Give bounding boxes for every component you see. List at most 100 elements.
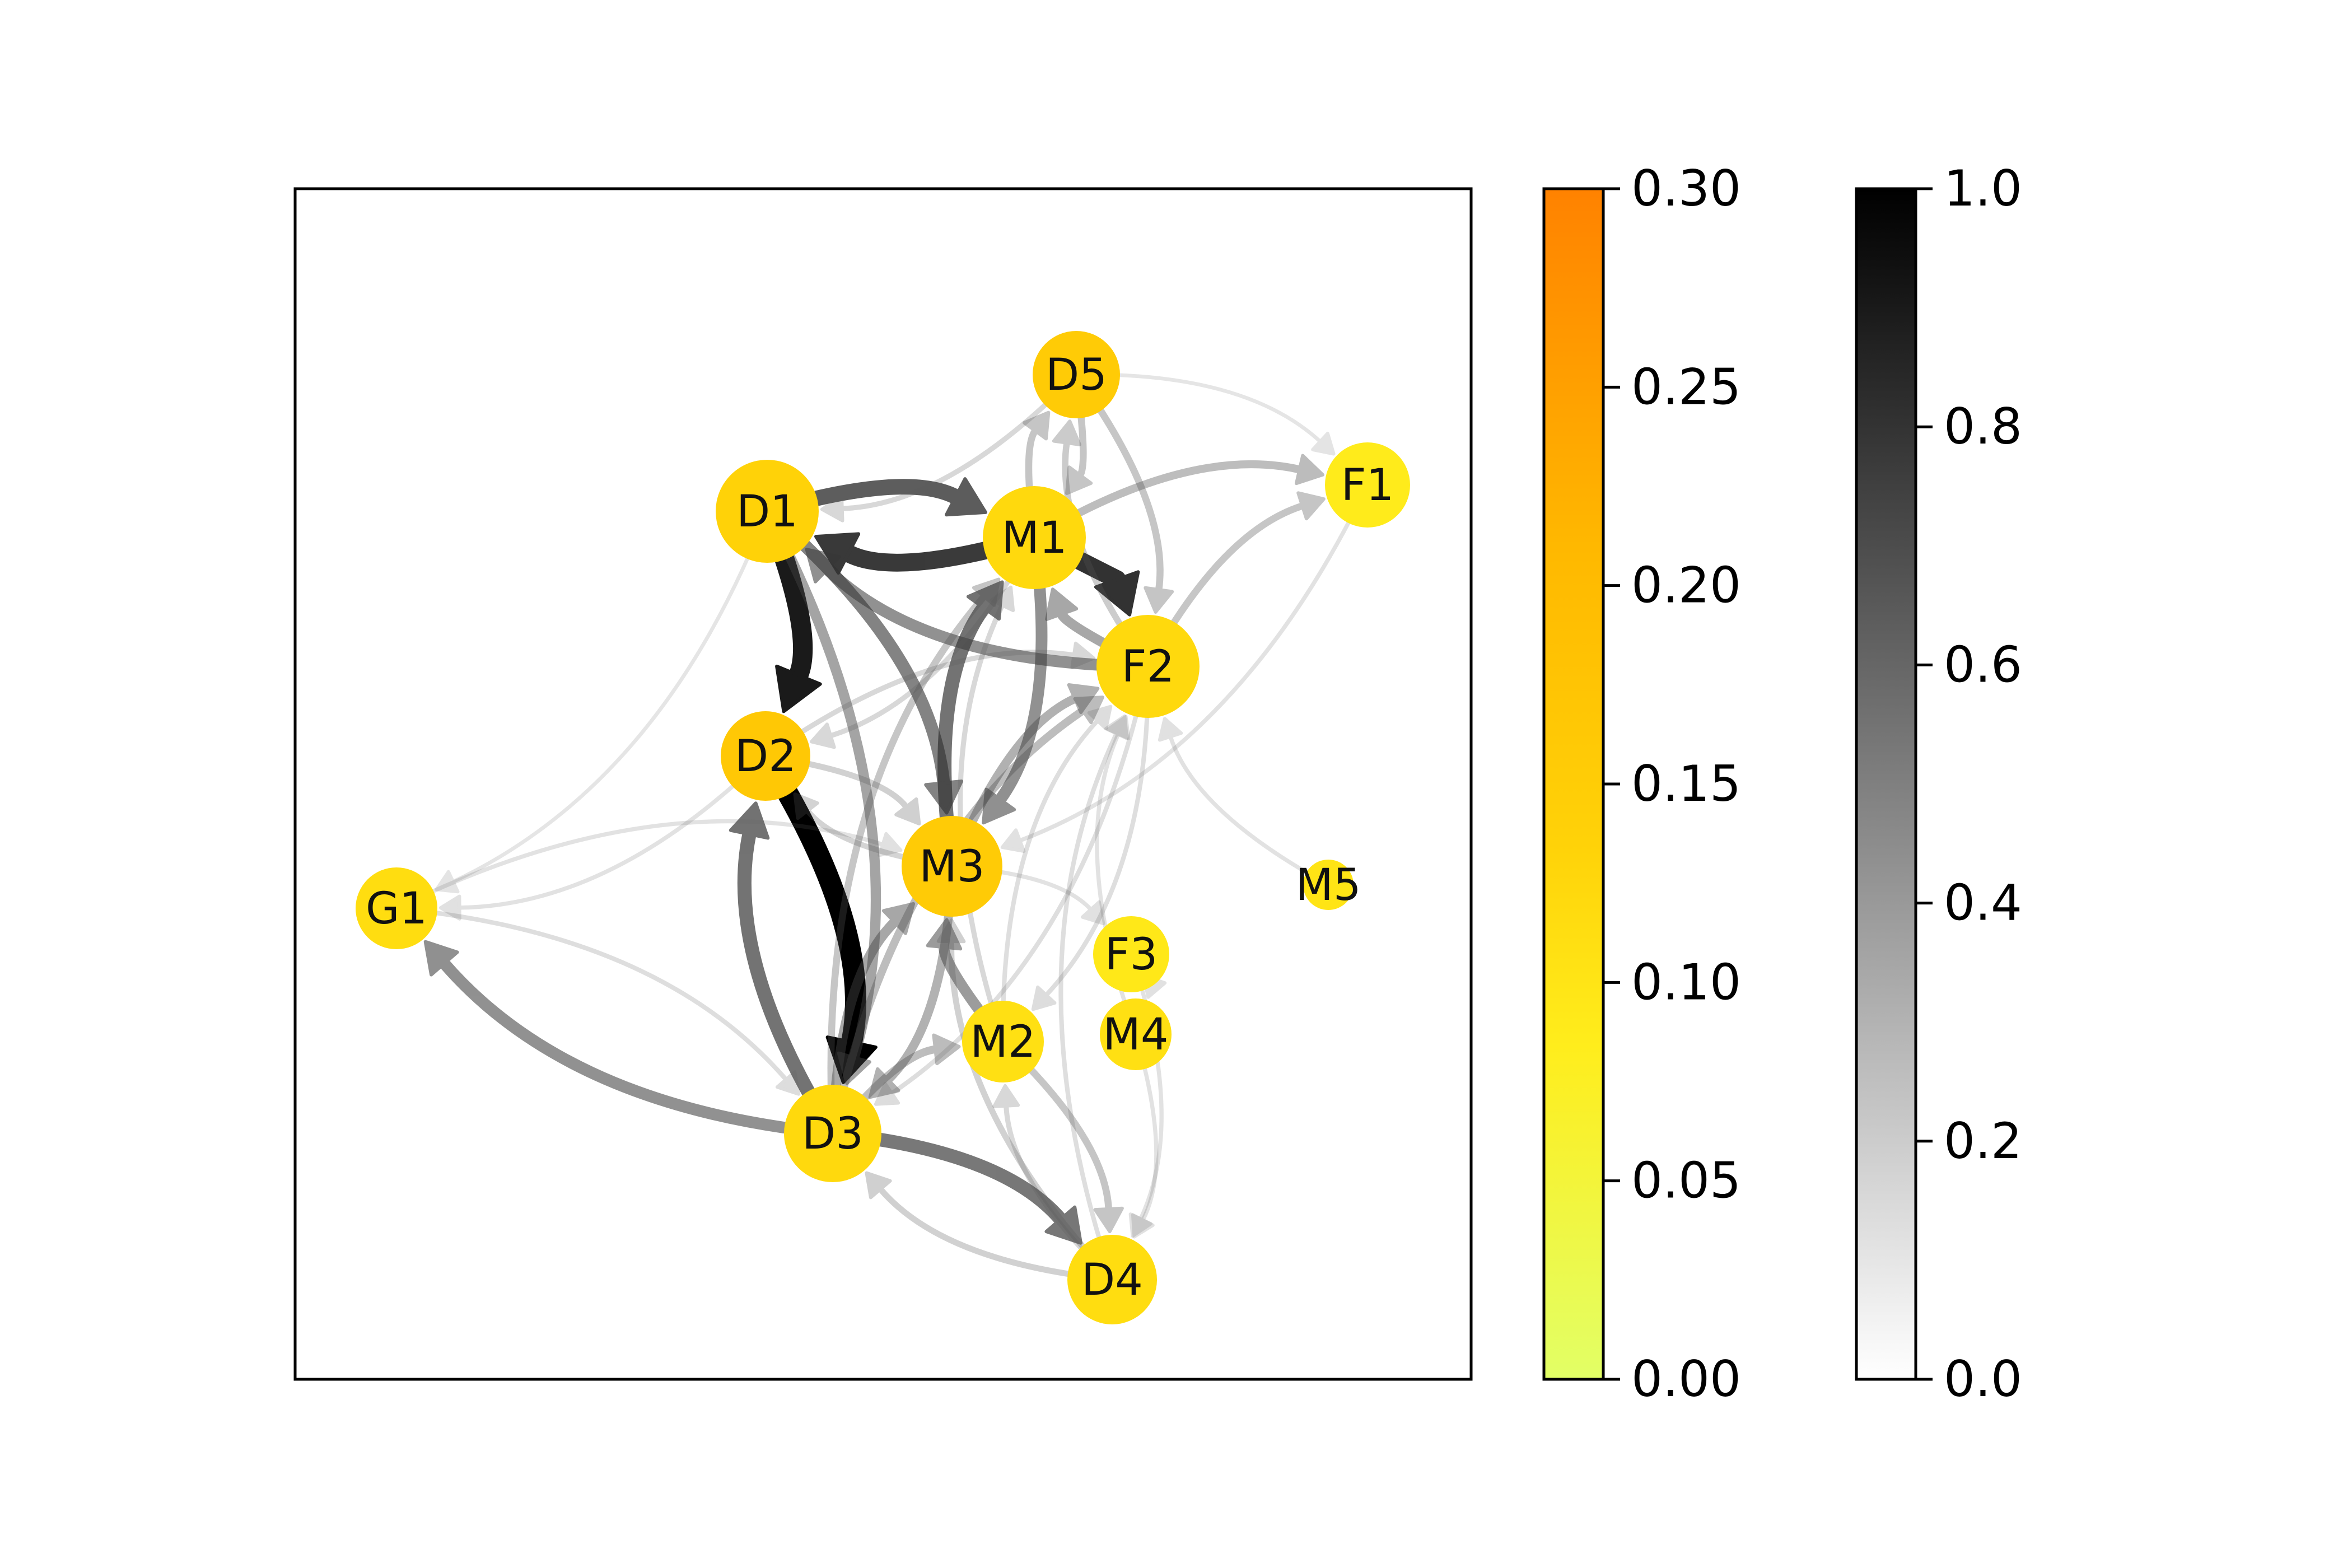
edge-F3-D4	[1128, 952, 1164, 1238]
node-M3: M3	[902, 816, 1002, 917]
node-colorbar-tick-label: 0.20	[1631, 557, 1741, 614]
edge-arrowhead	[1031, 985, 1057, 1011]
edge-arrowhead	[1296, 491, 1326, 521]
edge-F1-M3	[1000, 483, 1370, 853]
edge-arrowhead	[1073, 696, 1104, 724]
edge-arrowhead	[435, 870, 460, 894]
edge-line	[1058, 731, 1119, 1282]
edge-arrowhead	[1311, 431, 1336, 456]
node-label: D3	[802, 1109, 864, 1159]
node-F3: F3	[1093, 916, 1169, 992]
edge-colorbar-tick-label: 1.0	[1944, 160, 2022, 217]
edge-colorbar-tick-label: 0.4	[1944, 874, 2022, 932]
edge-M2-F2	[1000, 704, 1113, 1044]
node-D3: D3	[784, 1085, 881, 1182]
node-label: M2	[970, 1017, 1036, 1067]
node-label: M4	[1103, 1010, 1169, 1060]
edge-arrowhead	[1045, 587, 1079, 621]
edge-line	[1168, 734, 1331, 887]
node-G1: G1	[356, 867, 437, 949]
edge-arrowhead	[1093, 1206, 1124, 1234]
edge-M5-F2	[1158, 717, 1331, 887]
network-plot-area: D5 F1 D1 M1 F2 D2 M3 M5 G1 F3 M4 M2 D3 D4	[293, 187, 1473, 1381]
edge-arrowhead	[992, 1084, 1020, 1108]
edge-D2-F2	[763, 641, 1096, 759]
edge-D5-F1	[1074, 372, 1336, 456]
edge-arrowhead	[1128, 1212, 1153, 1238]
edge-arrowhead	[1144, 586, 1174, 614]
edge-arrowhead	[1094, 570, 1140, 617]
edge-arrowhead	[423, 940, 459, 977]
edge-F2-D3	[874, 664, 1151, 1106]
edge-line	[438, 958, 839, 1140]
edge-colorbar-tick-label: 0.2	[1944, 1112, 2022, 1170]
edge-arrowhead	[982, 787, 1016, 825]
edge-D1-D3	[762, 506, 881, 1085]
edge-arrowhead	[894, 797, 921, 825]
edge-arrowhead	[825, 1035, 878, 1084]
node-value-colorbar: 0.00 0.05 0.10 0.15 0.20 0.25 0.30	[1542, 160, 1741, 1408]
node-M4: M4	[1100, 998, 1172, 1070]
edge-arrowhead	[1044, 1205, 1082, 1245]
node-label: F1	[1341, 460, 1394, 511]
nodes-layer: D5 F1 D1 M1 F2 D2 M3 M5 G1 F3 M4 M2 D3 D4	[356, 331, 1410, 1324]
edge-arrowhead	[820, 494, 844, 522]
edge-arrowhead	[1080, 900, 1105, 926]
edge-D2-G1	[439, 754, 768, 921]
edge-arrowhead	[966, 580, 1004, 621]
edge-line	[889, 664, 1151, 1096]
node-F2: F2	[1096, 615, 1200, 718]
edge-line	[394, 906, 788, 1082]
edge-weight-colorbar: 0.0 0.2 0.4 0.6 0.8 1.0	[1855, 160, 2022, 1408]
node-label: M3	[920, 842, 985, 892]
edge-arrowhead	[1087, 704, 1113, 731]
node-label: D1	[736, 487, 798, 537]
node-label: D2	[735, 731, 796, 782]
edge-line	[763, 650, 1077, 759]
node-D4: D4	[1067, 1235, 1157, 1324]
edge-arrowhead	[936, 918, 966, 944]
edge-D1-G1	[435, 509, 769, 894]
edge-arrowhead	[1070, 641, 1096, 669]
edge-line	[762, 506, 881, 1063]
node-circle	[784, 1085, 881, 1182]
edge-colorbar-tick-label: 0.0	[1944, 1350, 2022, 1408]
node-label: D5	[1046, 350, 1107, 400]
node-label: M1	[1002, 513, 1067, 563]
edge-D4-M3	[936, 918, 1116, 1283]
edge-arrowhead	[793, 792, 819, 820]
edge-D3-G1	[423, 940, 839, 1140]
edge-G1-D3	[394, 906, 801, 1096]
node-colorbar-tick-label: 0.15	[1631, 755, 1741, 813]
edge-arrowhead	[945, 477, 987, 517]
edge-arrowhead	[837, 1051, 871, 1085]
node-circle	[962, 1001, 1044, 1082]
node-colorbar-tick-label: 0.30	[1631, 160, 1741, 217]
node-circle	[356, 867, 437, 949]
edge-line	[1000, 718, 1100, 1044]
edge-colorbar-tick-label: 0.8	[1944, 398, 2022, 455]
node-label: D4	[1081, 1255, 1143, 1305]
edge-arrowhead	[775, 664, 822, 713]
edge-arrowhead	[1023, 410, 1051, 441]
edge-arrowhead	[881, 902, 916, 935]
edge-line	[948, 938, 1116, 1283]
edge-line	[737, 827, 840, 1141]
node-label: F3	[1105, 930, 1158, 980]
edge-line	[755, 745, 866, 1053]
edge-arrowhead	[1067, 683, 1100, 714]
node-circle	[721, 711, 810, 801]
edge-colorbar-gradient	[1855, 187, 1917, 1381]
node-circle	[1303, 860, 1354, 910]
edge-arrowhead	[1131, 1213, 1155, 1239]
node-colorbar-gradient	[1542, 187, 1605, 1381]
edge-colorbar-tick-label: 0.6	[1944, 636, 2022, 693]
node-colorbar-tick-label: 0.10	[1631, 953, 1741, 1011]
node-circle	[1096, 615, 1200, 718]
edge-arrowhead	[865, 1171, 892, 1200]
node-colorbar-tick-label: 0.25	[1631, 358, 1741, 416]
edge-line	[394, 819, 885, 911]
edge-arrowhead	[1104, 714, 1129, 740]
edge-arrowhead	[1065, 465, 1093, 495]
